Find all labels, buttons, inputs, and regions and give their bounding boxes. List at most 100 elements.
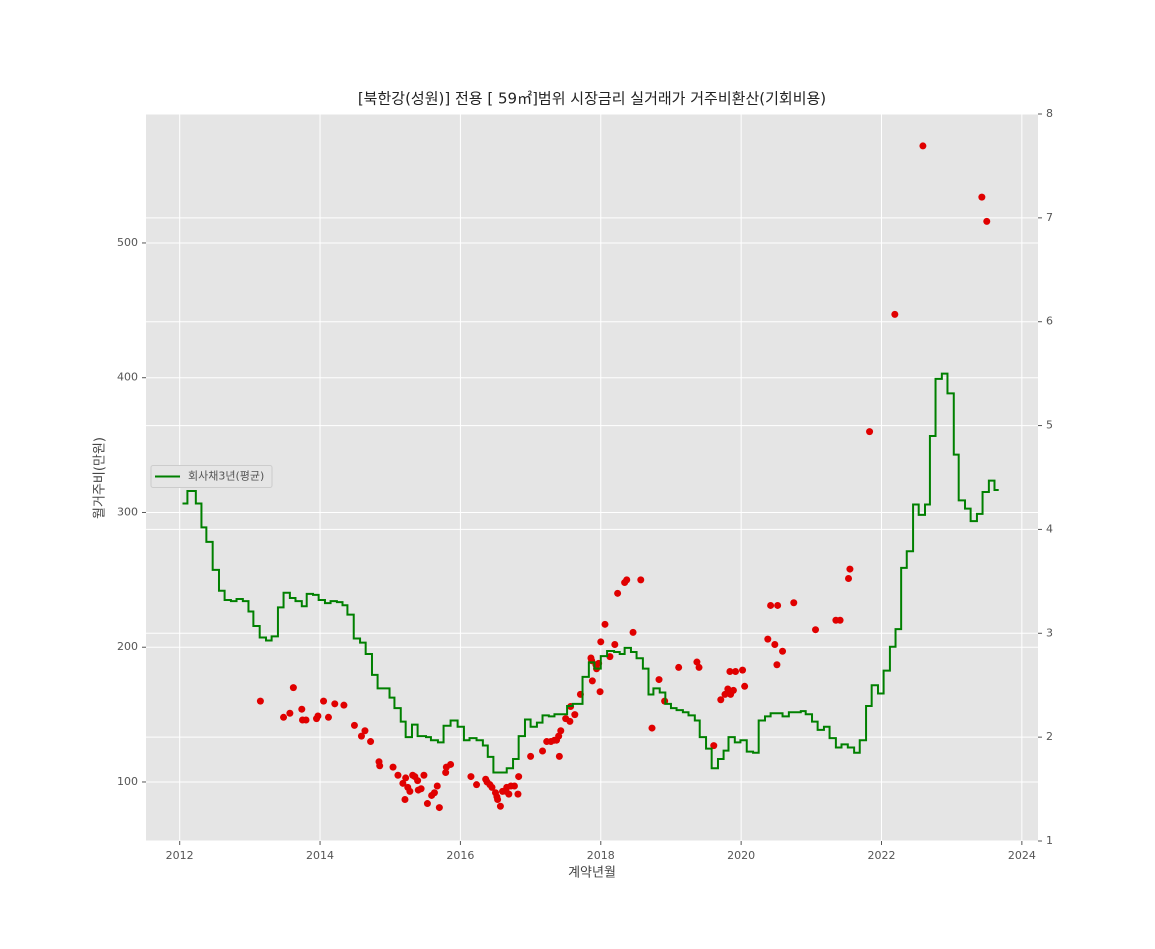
scatter-point [433, 782, 441, 790]
scatter-point [494, 795, 502, 803]
scatter-point [773, 661, 781, 669]
scatter-point [320, 697, 328, 705]
scatter-point [557, 727, 565, 735]
scatter-point [767, 601, 775, 609]
scatter-point [324, 713, 332, 721]
x-tick-label: 2024 [1008, 849, 1036, 862]
scatter-point [721, 690, 729, 698]
scatter-point [919, 142, 927, 150]
scatter-point [488, 783, 496, 791]
scatter-point [611, 641, 619, 649]
scatter-point [394, 771, 402, 779]
x-tick-label: 2022 [867, 849, 895, 862]
scatter-point [340, 701, 348, 709]
scatter-point [724, 685, 732, 693]
y-tick-label: 400 [117, 371, 138, 384]
scatter-point [739, 666, 747, 674]
scatter-point [389, 763, 397, 771]
scatter-point [350, 721, 358, 729]
scatter-point [623, 576, 631, 584]
scatter-point [496, 802, 504, 810]
y2-tick-label: 2 [1046, 730, 1053, 743]
scatter-point [289, 684, 297, 692]
y-tick-label: 300 [117, 505, 138, 518]
scatter-point [473, 781, 481, 789]
scatter-point [774, 601, 782, 609]
scatter-point [539, 747, 547, 755]
scatter-point [515, 773, 523, 781]
scatter-point [629, 628, 637, 636]
scatter-point [442, 769, 450, 777]
scatter-point [790, 599, 798, 607]
x-tick-label: 2014 [306, 849, 334, 862]
scatter-point [717, 696, 725, 704]
scatter-point [367, 738, 375, 746]
scatter-point [314, 712, 322, 720]
y2-tick-label: 4 [1046, 522, 1053, 535]
scatter-point [555, 732, 563, 740]
scatter-point [256, 697, 264, 705]
scatter-point [845, 574, 853, 582]
scatter-point [555, 752, 563, 760]
scatter-point [601, 620, 609, 628]
scatter-point [729, 686, 737, 694]
scatter-point [732, 667, 740, 675]
scatter-point [710, 742, 718, 750]
scatter-point [417, 785, 425, 793]
scatter-point [596, 688, 604, 696]
scatter-point [399, 779, 407, 787]
scatter-point [983, 217, 991, 225]
scatter-point [846, 565, 854, 573]
scatter-point [771, 641, 779, 649]
scatter-point [779, 647, 787, 655]
scatter-point [597, 638, 605, 646]
scatter-point [331, 700, 339, 708]
y-axis-label: 월거주비(만원) [93, 437, 108, 519]
scatter-point [566, 717, 574, 725]
scatter-point [891, 310, 899, 318]
scatter-point [648, 724, 656, 732]
x-tick-label: 2012 [166, 849, 194, 862]
scatter-point [298, 705, 306, 713]
legend-box [150, 465, 273, 488]
scatter-point [280, 713, 288, 721]
scatter-point [514, 790, 522, 798]
scatter-point [637, 576, 645, 584]
scatter-point [286, 709, 294, 717]
scatter-point [414, 777, 422, 785]
scatter-point [406, 787, 414, 795]
y2-tick-label: 3 [1046, 626, 1053, 639]
y2-tick-label: 7 [1046, 211, 1053, 224]
scatter-point [726, 667, 734, 675]
scatter-point [655, 676, 663, 684]
x-tick-label: 2016 [446, 849, 474, 862]
y-tick-label: 100 [117, 775, 138, 788]
scatter-point [527, 752, 535, 760]
scatter-point [467, 773, 475, 781]
scatter-point [812, 626, 820, 634]
scatter-point [361, 727, 369, 735]
scatter-point [588, 677, 596, 685]
y2-tick-label: 6 [1046, 315, 1053, 328]
scatter-point [978, 193, 986, 201]
scatter-point [741, 682, 749, 690]
scatter-point [376, 762, 384, 770]
scatter-point [447, 760, 455, 768]
y2-tick-label: 8 [1046, 107, 1053, 120]
scatter-point [435, 804, 443, 812]
y-tick-label: 200 [117, 640, 138, 653]
scatter-point [402, 774, 410, 782]
y2-tick-label: 1 [1046, 834, 1053, 847]
scatter-point [866, 428, 874, 436]
scatter-point [764, 635, 772, 643]
scatter-point [302, 716, 310, 724]
scatter-point [836, 616, 844, 624]
step-line [182, 372, 999, 774]
scatter-point [675, 663, 683, 671]
grid [146, 113, 1038, 842]
y2-tick-label: 5 [1046, 419, 1053, 432]
legend-label: 회사채3년(평균) [188, 470, 264, 483]
marks [182, 142, 999, 812]
scatter-point [606, 653, 614, 661]
